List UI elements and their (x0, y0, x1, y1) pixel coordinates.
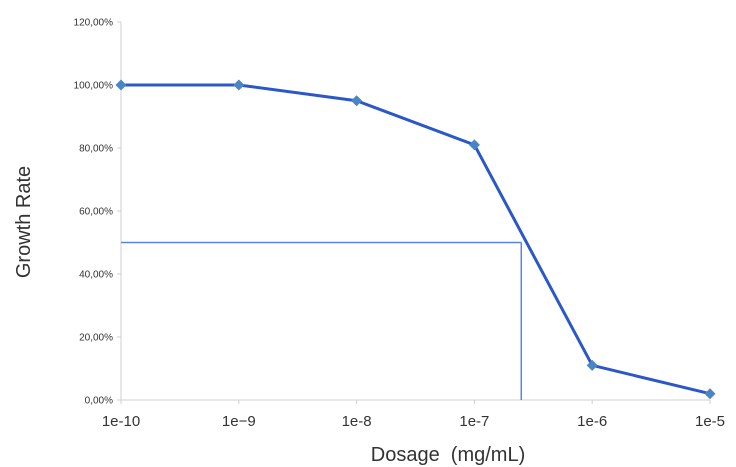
x-tick-label: 1e-7 (459, 413, 489, 430)
series-line (121, 83, 711, 396)
y-tick-label: 0,00% (85, 396, 113, 407)
data-point (115, 79, 127, 91)
data-point (468, 139, 480, 151)
y-axis-label: Growth Rate (13, 166, 35, 278)
data-point (704, 388, 716, 400)
y-tick-labels: 0,00% 20,00% 40,00% 60,00% 80,00% 100,00% 120,… (74, 18, 121, 407)
y-tick-label: 100,00% (74, 81, 114, 92)
x-axis-label: Dosage (mg/mL) (371, 444, 526, 466)
x-tick-label: 1e-10 (102, 413, 140, 430)
x-tick-label: 1e−9 (222, 413, 256, 430)
x-tick-label: 1e-6 (577, 413, 607, 430)
y-tick-label: 120,00% (74, 18, 114, 29)
x-tick-label: 1e-5 (695, 413, 725, 430)
data-point (351, 95, 363, 107)
y-tick-label: 20,00% (79, 333, 113, 344)
data-point (586, 359, 598, 371)
y-tick-label: 40,00% (79, 270, 113, 281)
x-tick-labels: 1e-10 1e−9 1e-8 1e-7 1e-6 1e-5 (102, 400, 725, 430)
data-point (233, 79, 245, 91)
reference-lines (121, 241, 523, 400)
y-tick-label: 60,00% (79, 207, 113, 218)
series-group (115, 79, 716, 400)
x-tick-label: 1e-8 (342, 413, 372, 430)
y-tick-label: 80,00% (79, 144, 113, 155)
